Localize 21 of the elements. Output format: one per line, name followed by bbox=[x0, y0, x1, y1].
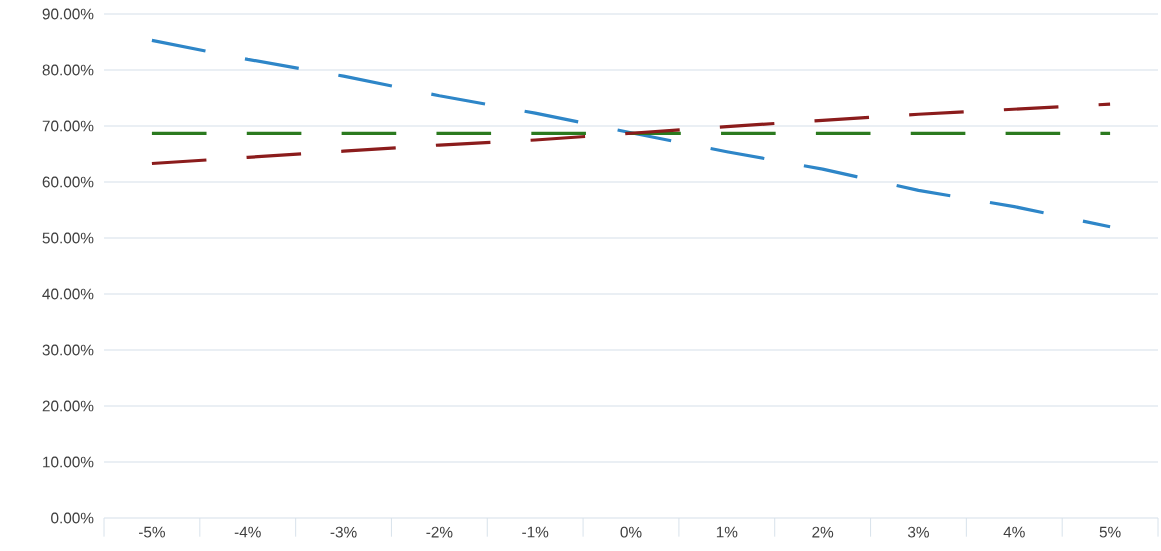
x-tick-label: 4% bbox=[1003, 526, 1025, 538]
x-tick-label: -2% bbox=[426, 526, 453, 538]
x-tick-label: 2% bbox=[812, 526, 834, 538]
x-tick-label: 5% bbox=[1099, 526, 1121, 538]
y-tick-label: 50.00% bbox=[42, 232, 94, 244]
x-tick-label: -3% bbox=[330, 526, 357, 538]
x-tick-label: -4% bbox=[234, 526, 261, 538]
x-tick-label: 1% bbox=[716, 526, 738, 538]
x-tick-label: 0% bbox=[620, 526, 642, 538]
y-tick-label: 0.00% bbox=[51, 512, 94, 524]
y-tick-label: 80.00% bbox=[42, 64, 94, 76]
x-tick-label: -5% bbox=[138, 526, 165, 538]
x-tick-label: -1% bbox=[522, 526, 549, 538]
y-tick-label: 30.00% bbox=[42, 344, 94, 356]
x-tick-label: 3% bbox=[907, 526, 929, 538]
y-tick-label: 90.00% bbox=[42, 8, 94, 20]
y-tick-label: 40.00% bbox=[42, 288, 94, 300]
y-tick-label: 60.00% bbox=[42, 176, 94, 188]
y-tick-label: 70.00% bbox=[42, 120, 94, 132]
y-tick-label: 10.00% bbox=[43, 456, 94, 468]
y-tick-label: 20.00% bbox=[42, 400, 94, 412]
